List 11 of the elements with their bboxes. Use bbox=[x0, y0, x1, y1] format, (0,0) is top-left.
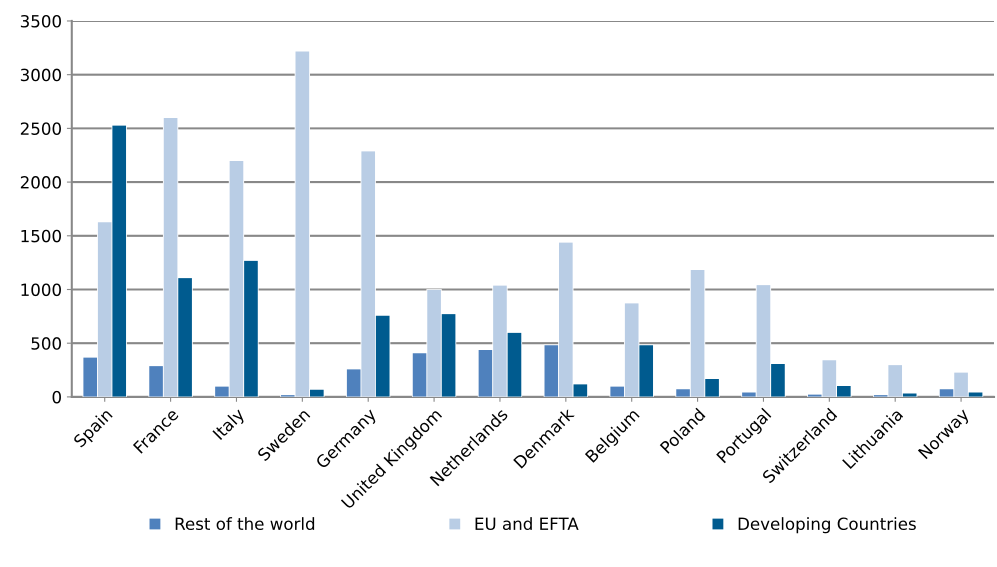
y-tick-label: 2500 bbox=[20, 122, 61, 135]
y-tick-label: 1000 bbox=[21, 283, 61, 296]
y-tick-label: 3000 bbox=[20, 68, 61, 82]
legend-label: EU and EFTA bbox=[476, 517, 579, 530]
y-tick-label: 2000 bbox=[20, 176, 61, 189]
y-tick-label: 0 bbox=[52, 390, 61, 404]
legend-label: Rest of the world bbox=[176, 517, 314, 530]
y-tick-label: 1500 bbox=[21, 230, 61, 242]
y-tick-label: 500 bbox=[32, 337, 61, 350]
y-tick-label: 3500 bbox=[20, 14, 61, 28]
legend-label: Developing Countries bbox=[738, 517, 916, 534]
